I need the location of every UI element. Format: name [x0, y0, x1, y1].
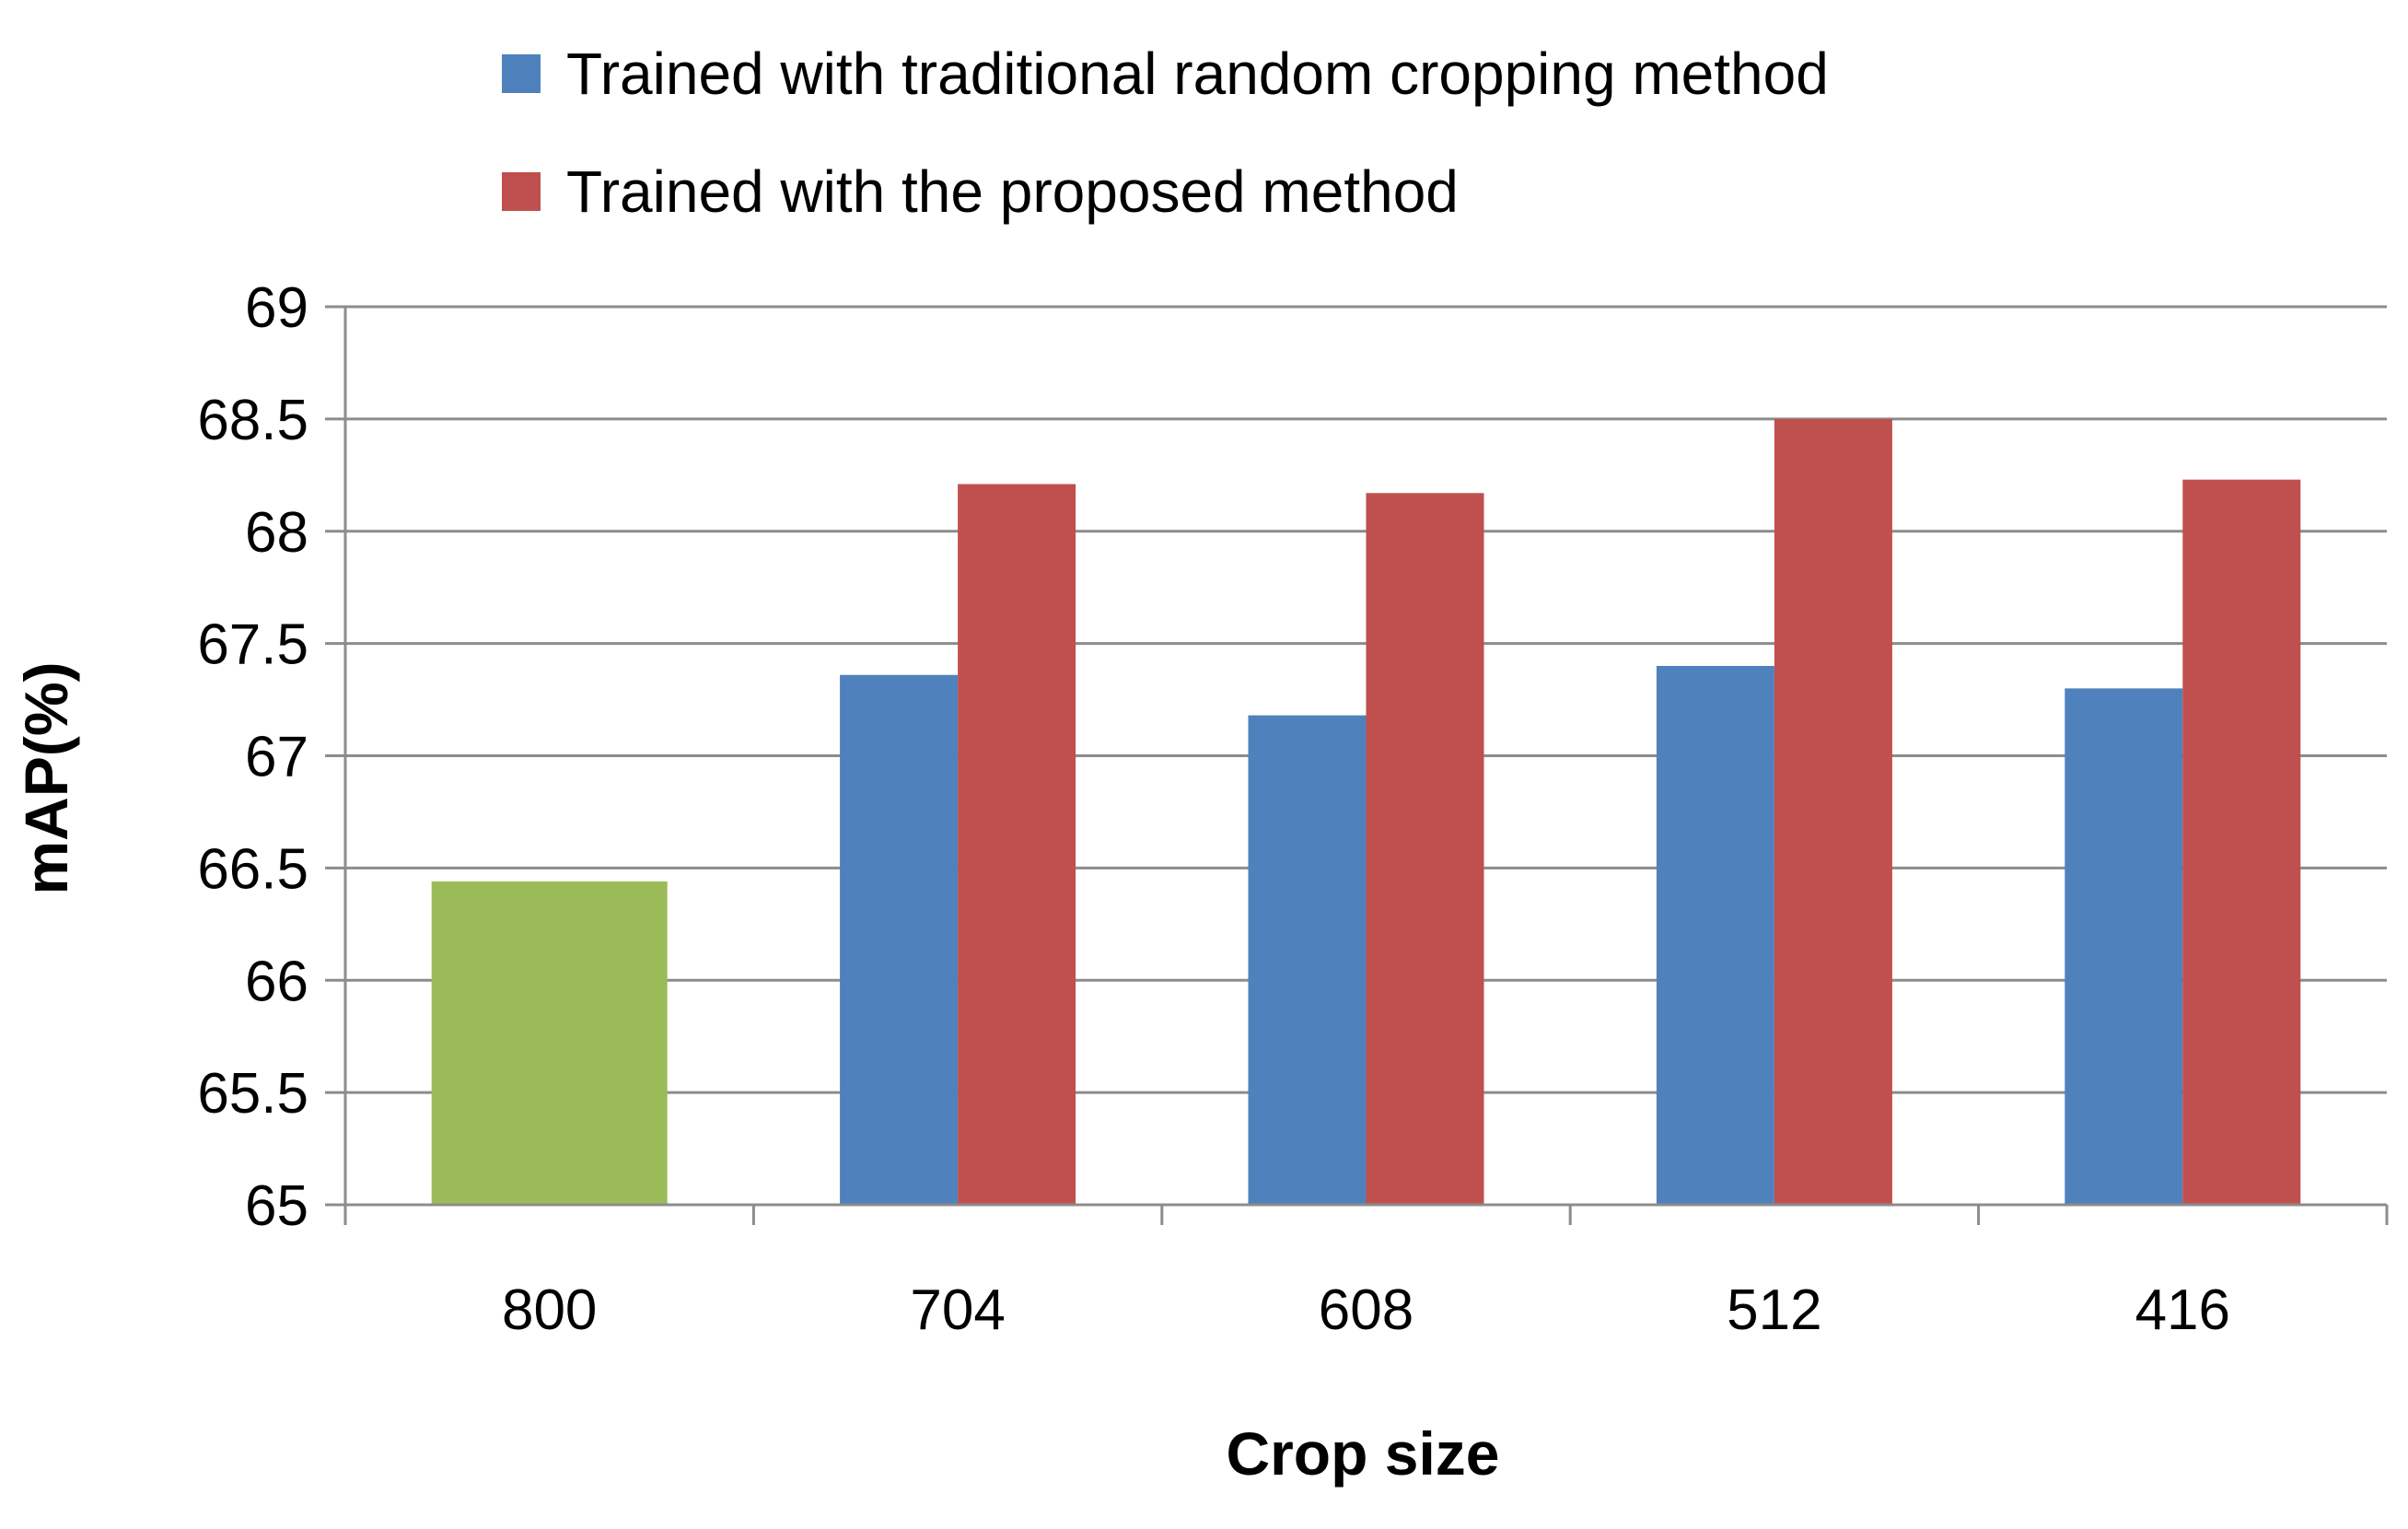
bar-608-series-0: [1248, 715, 1367, 1205]
y-tick-label: 66: [245, 950, 308, 1013]
bar-512-series-1: [1774, 418, 1892, 1205]
x-tick-label: 800: [502, 1278, 597, 1342]
bar-416-series-1: [2182, 479, 2301, 1205]
y-tick-label: 67.5: [197, 613, 308, 677]
y-tick-label: 66.5: [197, 837, 308, 901]
y-tick-label: 69: [245, 276, 308, 340]
x-tick-label: 704: [910, 1278, 1005, 1342]
y-tick-label: 68.5: [197, 389, 308, 452]
y-axis-title: mAP(%): [12, 661, 80, 895]
legend: Trained with traditional random cropping…: [502, 37, 1829, 273]
bar-512-series-0: [1656, 666, 1774, 1205]
y-tick-labels: 65 65.5 66 66.5 67 67.5 68 68.5 69: [197, 276, 308, 1238]
legend-item-proposed: Trained with the proposed method: [502, 155, 1829, 228]
legend-swatch-traditional: [502, 54, 541, 93]
bar-704-series-1: [958, 484, 1076, 1205]
bar-800-series-2: [431, 881, 668, 1205]
legend-swatch-proposed: [502, 172, 541, 211]
x-tick-label: 416: [2135, 1278, 2230, 1342]
y-tick-label: 68: [245, 501, 308, 565]
bar-608-series-1: [1366, 493, 1484, 1205]
axes: [325, 305, 2389, 1225]
x-tick-labels: 800 704 608 512 416: [502, 1278, 2230, 1342]
bars: [431, 418, 2301, 1205]
y-tick-label: 65.5: [197, 1062, 308, 1126]
bar-416-series-0: [2065, 688, 2183, 1205]
bar-704-series-0: [840, 674, 959, 1205]
y-tick-label: 65: [245, 1174, 308, 1238]
legend-label-traditional: Trained with traditional random cropping…: [566, 41, 1829, 107]
y-tick-label: 67: [245, 726, 308, 789]
x-tick-label: 608: [1319, 1278, 1413, 1342]
x-tick-label: 512: [1727, 1278, 1821, 1342]
legend-label-proposed: Trained with the proposed method: [566, 158, 1459, 225]
x-axis-title: Crop size: [1226, 1419, 1500, 1488]
legend-item-traditional: Trained with traditional random cropping…: [502, 37, 1829, 111]
